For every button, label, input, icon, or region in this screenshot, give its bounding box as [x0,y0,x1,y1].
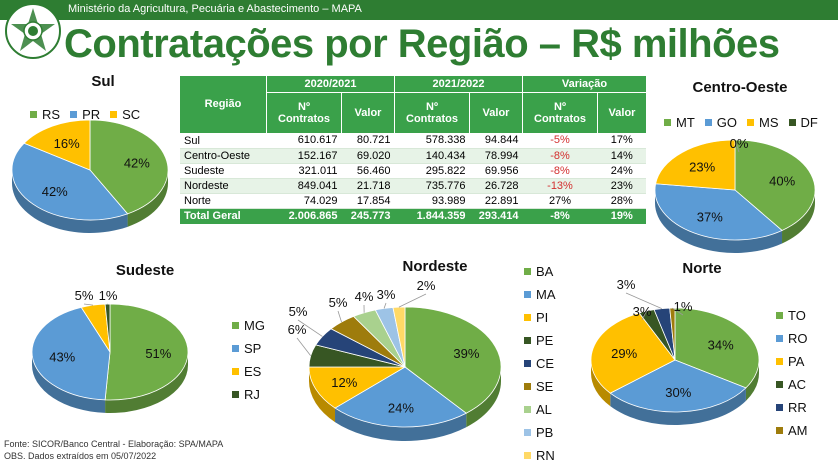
data-label: 5% [329,295,348,310]
data-label: 16% [54,136,80,151]
data-label: 42% [124,155,150,170]
pie-sudeste: 51% 43% 5% 1% [32,288,188,413]
data-label: 1% [99,288,118,303]
data-label: 3% [377,287,396,302]
source-note: Fonte: SICOR/Banco Central - Elaboração:… [4,438,223,450]
data-label: 30% [665,385,691,400]
data-label: 51% [145,346,171,361]
leader-line [399,294,426,307]
data-label: 34% [708,337,734,352]
extraction-note: OBS. Dados extraídos em 05/07/2022 [4,450,223,462]
data-label: 39% [453,346,479,361]
data-label: 29% [611,346,637,361]
data-label: 40% [769,173,795,188]
data-label: 1% [674,299,693,314]
data-label: 2% [417,278,436,293]
data-label: 42% [42,184,68,199]
data-label: 5% [75,288,94,303]
leader-line [84,304,93,305]
data-label: 43% [49,350,75,365]
pie-centro-oeste: 40% 37% 23% 0% [655,136,815,253]
data-label: 5% [289,304,308,319]
data-label: 23% [689,160,715,175]
data-label: 37% [697,210,723,225]
data-label: 4% [355,289,374,304]
leader-line [338,311,342,322]
pie-norte: 34% 30% 29% 3% 3% 1% [591,277,759,425]
pie-sul: 42% 42% 16% [12,120,168,233]
leader-line [297,338,311,356]
data-label: 0% [730,136,749,151]
data-label: 24% [388,401,414,416]
data-label: 3% [617,277,636,292]
pie-nordeste: 39%24%12%6%5%5%4%3%2% [288,278,501,441]
data-label: 12% [331,375,357,390]
data-label: 3% [633,304,652,319]
footer: Fonte: SICOR/Banco Central - Elaboração:… [4,438,223,462]
leader-line [384,303,386,308]
